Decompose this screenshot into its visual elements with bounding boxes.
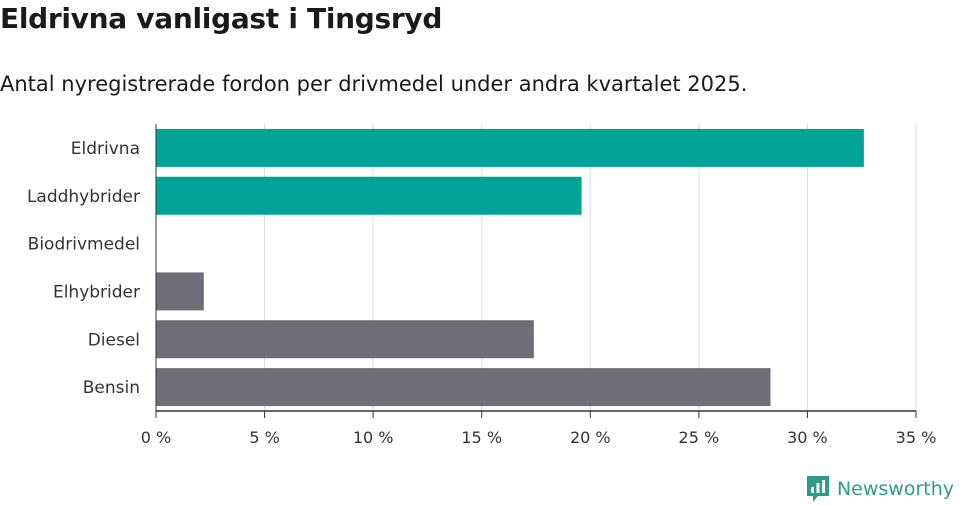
category-label: Diesel: [88, 330, 140, 350]
x-tick-label: 20 %: [570, 428, 611, 447]
bar-bensin: [156, 368, 771, 407]
bar-chart: 0 % 5 % 10 % 15 % 20 % 25 % 30 % 35 % Eldrivna La…: [27, 124, 937, 447]
x-tick-label: 0 %: [141, 428, 171, 447]
bar-eldrivna: [156, 128, 864, 167]
newsworthy-logo: Newsworthy: [805, 474, 954, 504]
x-tick-label: 15 %: [461, 428, 502, 447]
newsworthy-logo-text: Newsworthy: [836, 478, 954, 500]
chart-title: Eldrivna vanligast i Tingsryd: [0, 2, 443, 35]
category-label: Eldrivna: [71, 139, 140, 159]
category-label: Laddhybrider: [27, 187, 140, 207]
x-tick-label: 25 %: [679, 428, 720, 447]
category-label: Bensin: [83, 378, 140, 398]
chart-subtitle: Antal nyregistrerade fordon per drivmede…: [0, 72, 748, 96]
category-label: Elhybrider: [53, 282, 140, 302]
category-label: Biodrivmedel: [28, 235, 140, 255]
x-tick-label: 30 %: [787, 428, 828, 447]
newsworthy-logo-icon: [806, 476, 829, 502]
bar-elhybrider: [156, 272, 204, 311]
bar-laddhybrider: [156, 176, 582, 215]
bar-diesel: [156, 320, 534, 359]
x-tick-label: 10 %: [353, 428, 394, 447]
x-tick-label: 5 %: [249, 428, 279, 447]
x-tick-label: 35 %: [896, 428, 937, 447]
